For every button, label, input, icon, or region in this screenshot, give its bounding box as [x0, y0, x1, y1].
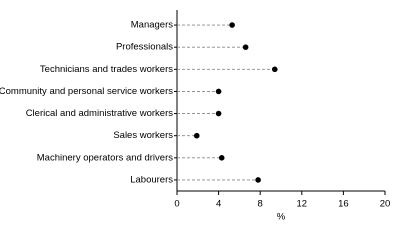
- y-tick-label: Sales workers: [113, 130, 173, 141]
- x-tick-label: 8: [258, 199, 263, 210]
- y-tick-label: Technicians and trades workers: [40, 64, 173, 75]
- y-tick-label: Community and personal service workers: [0, 86, 173, 97]
- y-tick-label: Clerical and administrative workers: [26, 108, 174, 119]
- y-tick-label: Machinery operators and drivers: [37, 152, 173, 163]
- y-tick-label: Professionals: [116, 42, 173, 53]
- dot: [271, 66, 278, 73]
- y-tick-label: Labourers: [130, 174, 173, 185]
- page: {"chart_data": {"type": "dot", "categori…: [0, 10, 391, 223]
- dot: [218, 155, 225, 161]
- dot: [242, 44, 249, 50]
- x-axis-label: %: [277, 212, 286, 223]
- dot: [215, 88, 222, 95]
- x-tick-label: 12: [297, 199, 308, 210]
- dot: [193, 132, 200, 139]
- x-tick-label: 20: [380, 199, 391, 210]
- x-tick-label: 16: [338, 199, 349, 210]
- dot: [215, 110, 222, 117]
- x-tick-label: 0: [174, 199, 179, 210]
- y-tick-label: Managers: [131, 20, 173, 31]
- x-tick-label: 4: [216, 199, 221, 210]
- dot: [255, 177, 261, 183]
- chart: % 0 4 8 12 16 20 Managers Professionals Technici…: [0, 10, 391, 223]
- dot: [229, 22, 235, 28]
